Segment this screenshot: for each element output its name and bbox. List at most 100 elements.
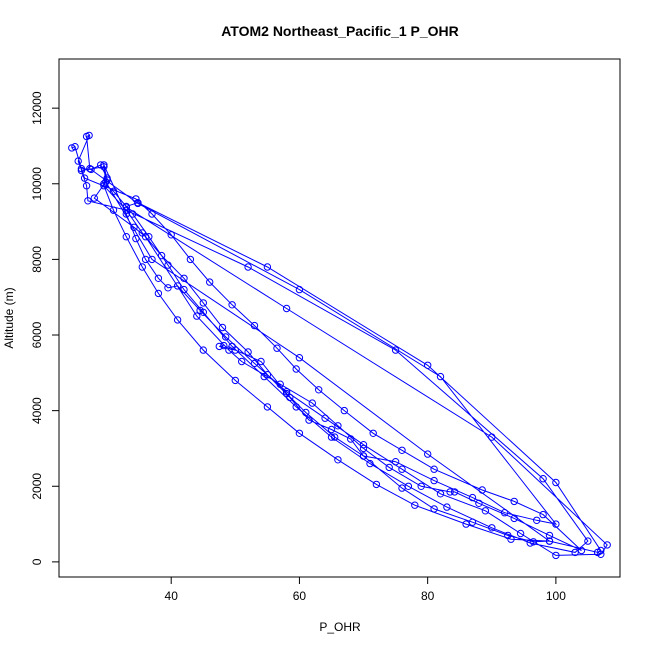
- data-point: [552, 520, 560, 528]
- data-point: [77, 166, 86, 175]
- data-point: [102, 178, 110, 186]
- data-point: [327, 425, 336, 434]
- y-axis-label: Altitude (m): [2, 287, 16, 348]
- data-point: [238, 357, 246, 366]
- data-point: [100, 182, 108, 190]
- data-point: [180, 285, 188, 294]
- data-point: [68, 144, 76, 152]
- data-point: [443, 503, 451, 511]
- y-tick-label: 4000: [30, 397, 44, 424]
- y-tick-label: 8000: [30, 246, 44, 273]
- data-point: [504, 531, 512, 540]
- data-point: [302, 408, 310, 417]
- y-tick-label: 6000: [30, 321, 44, 348]
- data-point: [138, 263, 147, 271]
- data-point: [74, 157, 82, 165]
- data-point: [417, 482, 425, 490]
- data-point: [263, 403, 272, 411]
- data-point: [132, 195, 140, 203]
- data-point: [398, 484, 406, 492]
- data-point: [411, 501, 419, 509]
- data-point: [577, 546, 586, 555]
- y-tick-label: 2000: [30, 473, 44, 500]
- data-point: [257, 357, 265, 366]
- data-point: [154, 274, 163, 282]
- data-point: [206, 278, 214, 286]
- data-point: [347, 435, 355, 443]
- data-point: [196, 306, 204, 315]
- data-point: [263, 263, 272, 271]
- chart-title: ATOM2 Northeast_Pacific_1 P_OHR: [221, 23, 459, 39]
- data-point: [276, 380, 284, 388]
- data-point: [488, 524, 496, 532]
- data-point: [545, 531, 554, 540]
- data-point: [478, 486, 486, 494]
- data-point: [603, 541, 611, 549]
- data-point: [199, 299, 208, 307]
- data-point: [157, 251, 166, 260]
- data-point: [109, 187, 118, 196]
- data-point: [100, 163, 108, 171]
- data-point: [359, 441, 368, 449]
- data-point: [122, 210, 131, 218]
- data-point: [231, 346, 240, 354]
- data-point: [250, 359, 259, 368]
- data-point: [436, 490, 445, 498]
- data-point: [436, 372, 445, 381]
- data-point: [71, 143, 79, 151]
- x-tick-label: 60: [293, 589, 307, 603]
- data-point: [164, 284, 172, 292]
- data-point: [308, 399, 316, 407]
- data-point: [424, 450, 432, 458]
- data-point: [292, 403, 300, 411]
- data-point: [244, 348, 252, 356]
- data-point: [315, 386, 323, 394]
- data-point: [529, 538, 538, 546]
- data-point: [103, 176, 111, 184]
- data-point: [510, 514, 518, 523]
- data-point: [334, 422, 342, 430]
- data-point: [244, 263, 252, 271]
- data-point: [359, 452, 368, 460]
- y-tick-label: 0: [30, 558, 44, 565]
- data-point: [398, 446, 406, 454]
- data-point: [321, 414, 329, 422]
- x-tick-label: 80: [421, 589, 435, 603]
- data-point: [122, 206, 131, 214]
- data-point: [334, 456, 342, 464]
- data-point: [481, 507, 490, 515]
- data-point: [539, 475, 547, 483]
- data-point: [122, 233, 131, 241]
- data-point: [193, 312, 201, 320]
- data-point: [545, 537, 554, 545]
- data-point: [295, 285, 304, 294]
- data-point: [84, 197, 92, 205]
- data-point: [164, 261, 172, 269]
- data-point: [167, 231, 175, 239]
- data-point: [372, 480, 381, 489]
- data-point: [228, 301, 236, 309]
- data-point: [539, 510, 547, 519]
- data-point: [430, 476, 438, 485]
- data-point: [80, 174, 89, 182]
- data-point: [450, 488, 459, 496]
- data-point: [584, 537, 592, 545]
- data-point: [132, 234, 140, 243]
- data-point: [173, 316, 182, 324]
- data-point: [305, 416, 313, 424]
- data-point: [82, 132, 91, 141]
- data-point: [109, 206, 118, 214]
- data-point: [391, 458, 400, 466]
- data-point: [359, 444, 368, 453]
- data-point: [77, 164, 86, 173]
- data-point: [103, 174, 111, 182]
- data-point: [148, 255, 156, 264]
- data-point: [282, 304, 291, 313]
- data-point: [424, 361, 432, 369]
- data-point: [222, 333, 230, 341]
- data-point: [385, 463, 393, 472]
- data-point: [468, 518, 477, 526]
- series-layer: [68, 131, 611, 560]
- data-point: [148, 210, 156, 218]
- x-tick-label: 100: [546, 589, 566, 603]
